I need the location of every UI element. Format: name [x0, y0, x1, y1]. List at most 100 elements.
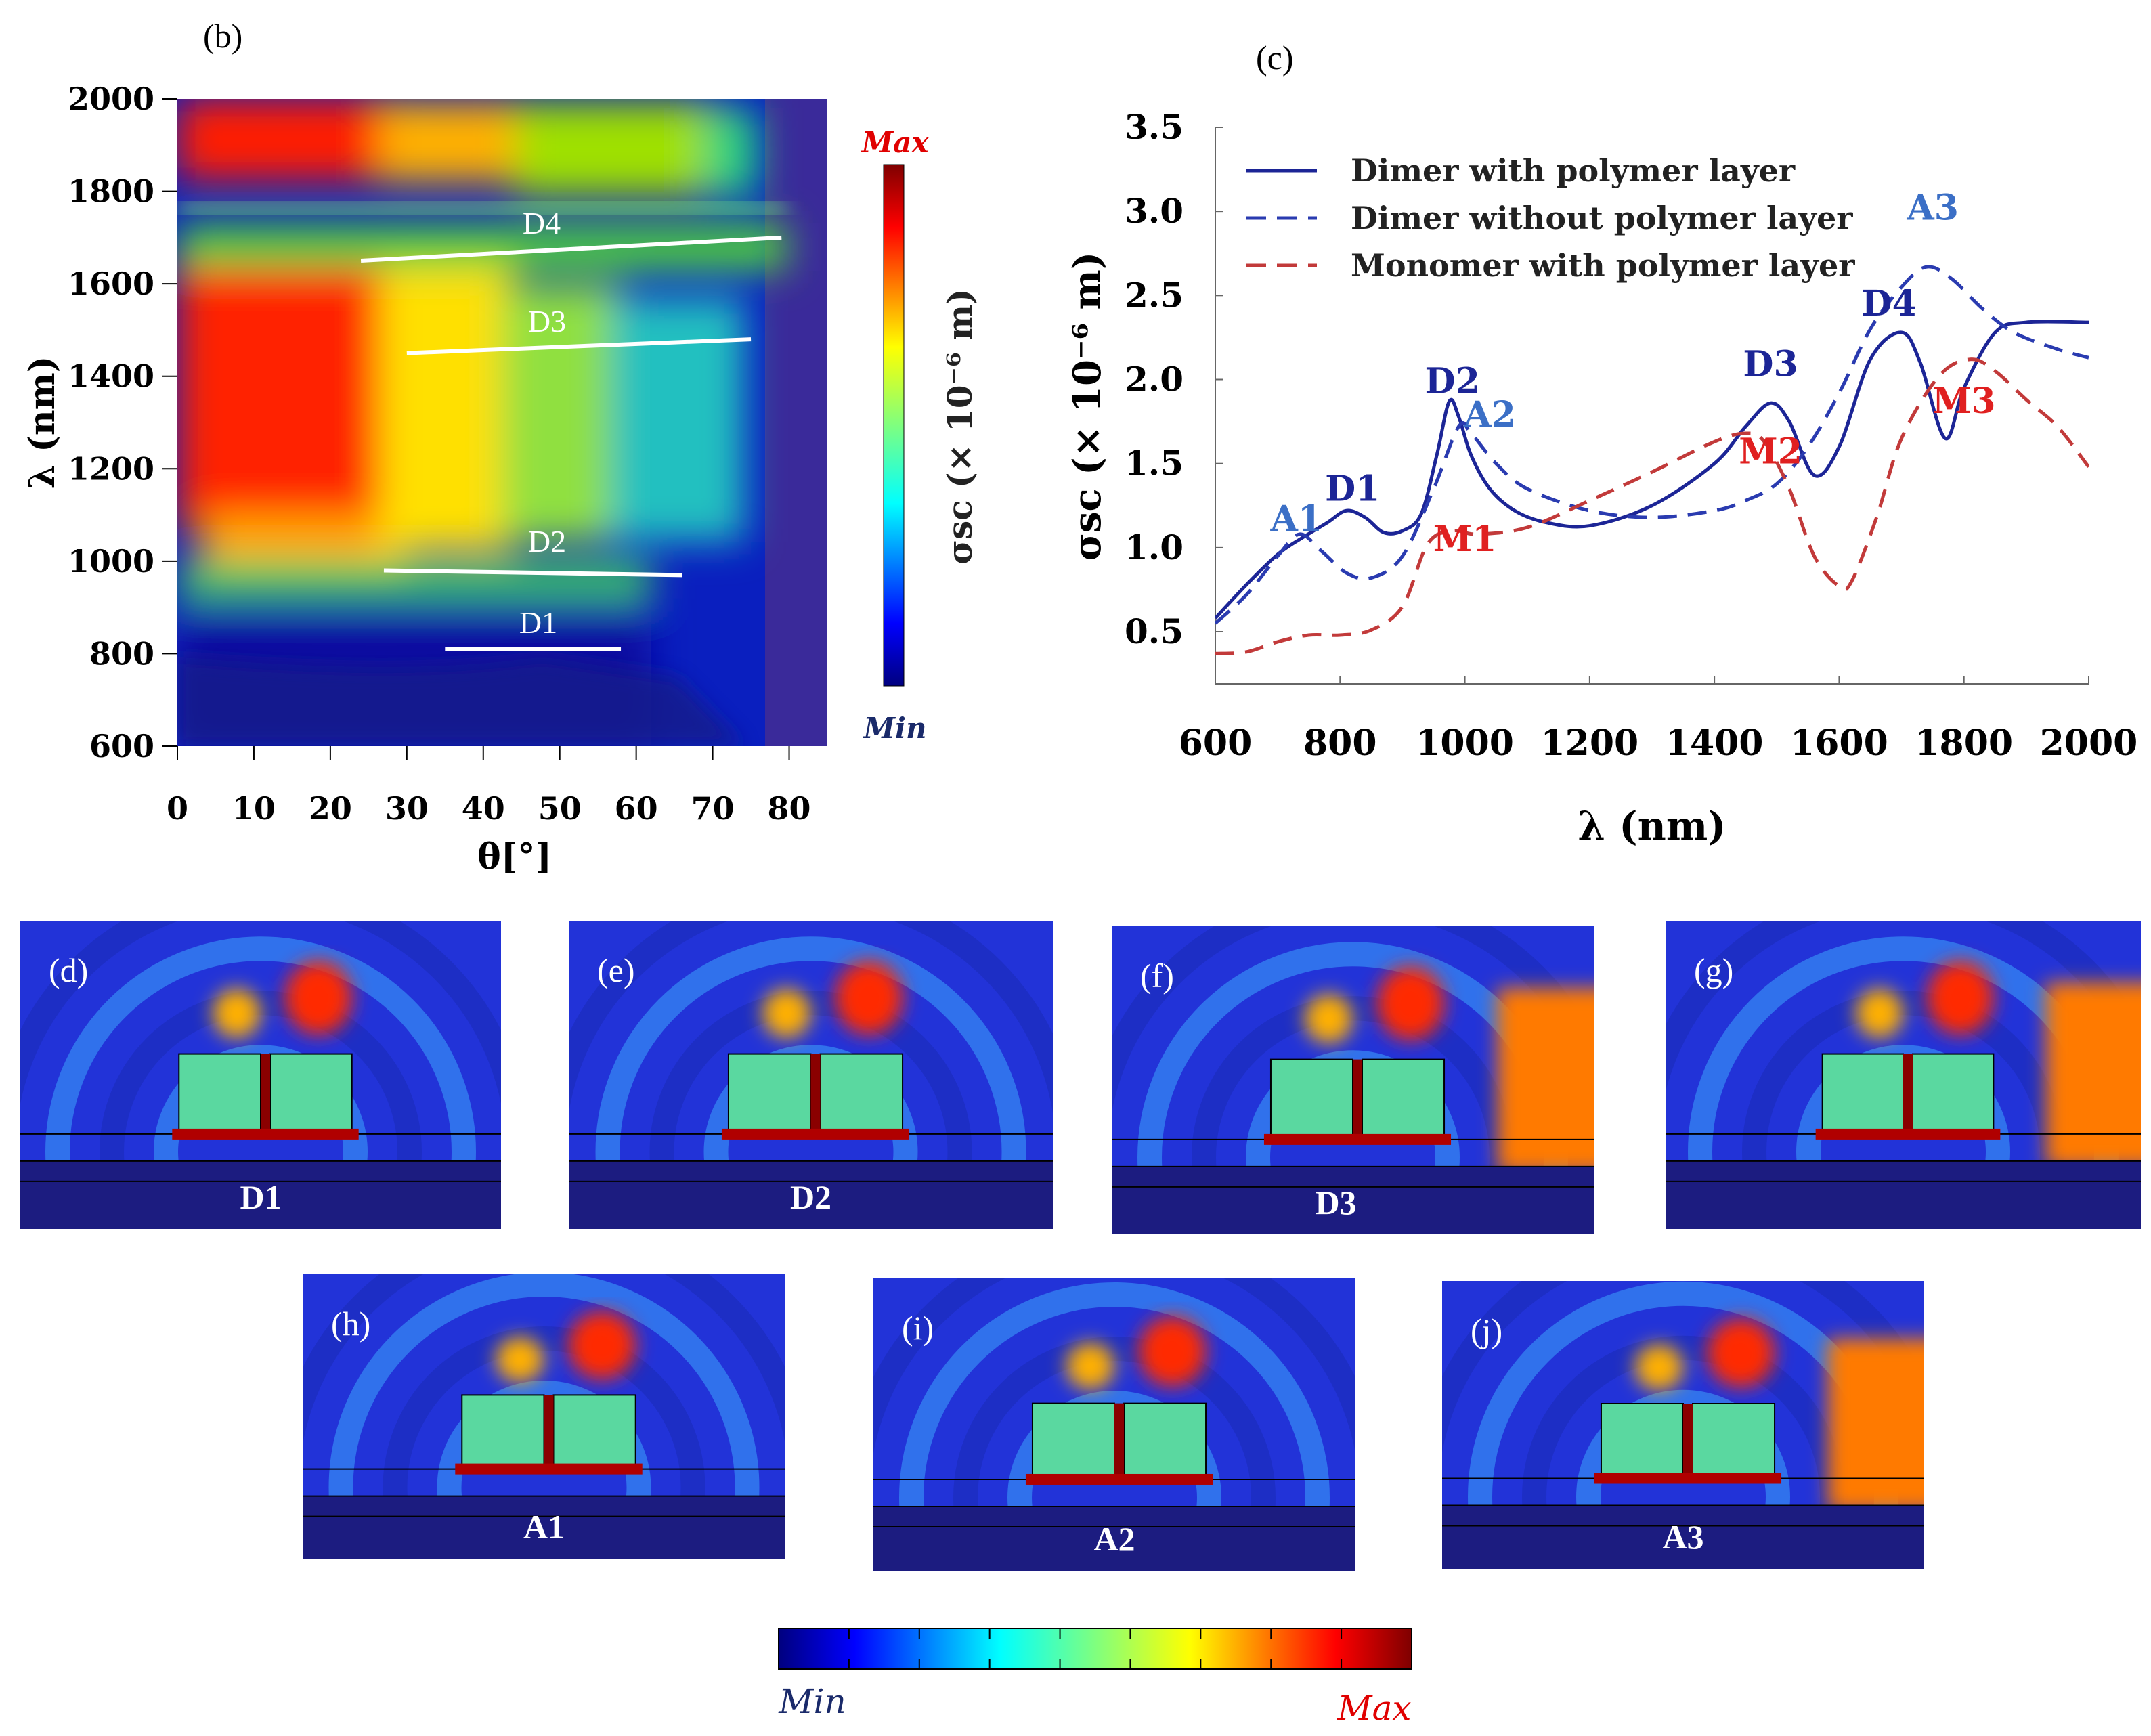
- field-hotspot: [568, 1311, 636, 1380]
- bottom-colorbar-max-label: Max: [1337, 1689, 1411, 1728]
- gap-hotspot: [1114, 1403, 1124, 1479]
- legend-entry-label: Dimer without polymer layer: [1351, 200, 1853, 236]
- nanoblock: [1123, 1402, 1207, 1480]
- nanoblock: [552, 1394, 636, 1470]
- heatmap-x-tick-label: 60: [615, 790, 658, 827]
- series-monomer-with-polymer: [1215, 357, 2089, 655]
- heatmap-y-axis-label: λ (nm): [22, 356, 63, 490]
- mode-label-d4: D4: [523, 206, 561, 240]
- line-chart-x-tick-label: 1000: [1416, 722, 1514, 764]
- line-chart-ticks: 600 800 1000 1200 1400 1600 1800 2000 0.5 1.0 1.5 2…: [1125, 107, 2137, 764]
- mode-label-d2: D2: [528, 524, 566, 559]
- heatmap-x-tick-label: 50: [538, 790, 582, 827]
- line-chart-y-tick-label: 1.5: [1125, 443, 1183, 483]
- panel-label-b: (b): [203, 17, 242, 55]
- heatmap-y-tick-label: 2000: [68, 81, 154, 117]
- bottom-colorbar-gradient: [778, 1628, 1412, 1670]
- bottom-colorbar: Min Max: [778, 1628, 1412, 1728]
- heatmap-y-tick-label: 1800: [68, 173, 154, 210]
- substrate: [1666, 1160, 2141, 1229]
- field-mode-label: D1: [240, 1178, 281, 1216]
- heatmap-x-tick-label: 80: [768, 790, 811, 827]
- nanoblock: [727, 1053, 812, 1135]
- gap-hotspot: [544, 1395, 554, 1469]
- field-hotspot: [213, 989, 261, 1038]
- heatmap-x-tick-label: 30: [385, 790, 429, 827]
- field-panel-label: (g): [1694, 951, 1733, 989]
- legend-entry-label: Monomer with polymer layer: [1351, 247, 1855, 284]
- colorbar-max-label: Max: [861, 126, 930, 159]
- line-chart-y-axis-label: σsc (× 10⁻⁶ m): [1065, 252, 1110, 561]
- colorbar-axis-label: σsc (× 10⁻⁶ m): [940, 288, 980, 565]
- field-wave-ring: [328, 1274, 760, 1559]
- mode-line-d4: [360, 235, 782, 263]
- interface-hotspot: [721, 1128, 910, 1140]
- mode-line-d3: [406, 337, 752, 355]
- nanoblock: [819, 1053, 904, 1135]
- field-hotspot: [1497, 988, 1594, 1173]
- substrate: [303, 1496, 785, 1559]
- line-chart-y-tick-label: 2.0: [1125, 360, 1183, 399]
- field-hotspot: [1927, 961, 1994, 1035]
- gap-hotspot: [261, 1054, 270, 1134]
- field-map-i: (i) A2: [873, 1278, 1355, 1571]
- annotation-d4: D4: [1862, 283, 1917, 324]
- field-wave-ring: [595, 936, 1026, 1229]
- nanoblock: [1362, 1058, 1446, 1140]
- line-chart-y-tick-label: 3.5: [1125, 107, 1183, 147]
- nanoblock: [1031, 1402, 1115, 1480]
- line-chart-legend: Dimer with polymer layer Dimer without po…: [1246, 152, 1855, 284]
- nanoblock: [178, 1053, 261, 1135]
- gap-hotspot: [1353, 1059, 1362, 1140]
- annotation-d1: D1: [1325, 468, 1380, 509]
- substrate: [1112, 1166, 1594, 1234]
- gap-hotspot: [810, 1054, 821, 1134]
- interface-hotspot: [1263, 1133, 1452, 1145]
- heatmap-y-tick-label: 1600: [68, 265, 154, 302]
- substrate: [1442, 1505, 1924, 1569]
- field-wave-ring: [437, 1381, 651, 1559]
- heatmap-x-tick-label: 40: [462, 790, 505, 827]
- heatmap-x-tick-label: 0: [167, 790, 188, 827]
- line-chart-y-tick-label: 2.5: [1125, 275, 1183, 315]
- field-panel-label: (e): [597, 951, 635, 989]
- field-map-j: (j) A3: [1442, 1281, 1924, 1569]
- mode-label-d1: D1: [519, 605, 557, 640]
- heatmap-panel: D4 D3 D2 D1 0 10 20 30 40 50 60 70 80 600 800 1000 1…: [22, 81, 980, 877]
- field-hotspot: [1827, 1339, 1924, 1511]
- annotation-a2: A2: [1463, 394, 1516, 435]
- field-map-h: (h) A1: [303, 1274, 785, 1559]
- heatmap-mode-lines: D4 D3 D2 D1: [360, 206, 782, 651]
- field-map-e: (e) D2: [569, 921, 1053, 1229]
- field-hotspot: [1855, 989, 1903, 1038]
- interface-hotspot: [1025, 1473, 1213, 1485]
- field-panel-label: (i): [902, 1309, 934, 1347]
- line-chart-x-tick-label: 1200: [1540, 722, 1638, 764]
- heatmap-axes: 0 10 20 30 40 50 60 70 80 600 800 1000 1200 1400 1600 1…: [68, 81, 811, 827]
- heatmap-y-tick-label: 600: [89, 728, 154, 764]
- field-hotspot: [1304, 994, 1353, 1043]
- annotation-m2: M2: [1739, 431, 1802, 473]
- field-mode-label: A3: [1662, 1518, 1703, 1556]
- field-maps: (d) D1 (e) D2 (f) D3 (g) (h) A1 (i) A2 (j) A3: [20, 921, 2141, 1571]
- field-wave-ring: [383, 1326, 705, 1559]
- field-hotspot: [284, 961, 352, 1035]
- line-chart-series: [1215, 265, 2089, 655]
- nanoblock: [1821, 1053, 1904, 1135]
- field-map-d: (d) D1: [20, 921, 501, 1229]
- field-panel-label: (d): [49, 951, 88, 989]
- field-wave-ring: [899, 1282, 1330, 1571]
- line-chart-x-tick-label: 1800: [1915, 722, 2013, 764]
- field-wave-ring: [100, 991, 422, 1229]
- heatmap-x-tick-label: 20: [309, 790, 352, 827]
- line-chart-y-tick-label: 3.0: [1125, 191, 1183, 231]
- interface-hotspot: [172, 1128, 359, 1140]
- legend-entry-label: Dimer with polymer layer: [1351, 152, 1796, 189]
- field-mode-label: D3: [1315, 1184, 1356, 1221]
- bottom-colorbar-min-label: Min: [778, 1682, 846, 1721]
- colorbar-gradient: [883, 164, 905, 687]
- mode-line-d2: [383, 568, 682, 578]
- line-chart-x-tick-label: 1400: [1666, 722, 1764, 764]
- heatmap-x-tick-label: 70: [691, 790, 735, 827]
